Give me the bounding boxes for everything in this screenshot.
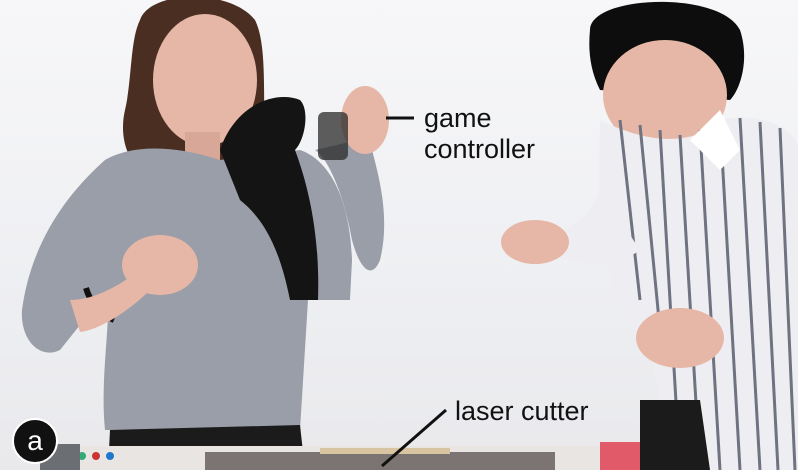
woman-figure xyxy=(21,0,389,470)
laser-cutter-label: laser cutter xyxy=(455,396,589,426)
black-jacket xyxy=(220,97,319,300)
game-controller-label-line2: controller xyxy=(424,134,536,164)
laser-cutter-panel xyxy=(320,448,450,454)
laser-cutter-accent xyxy=(600,442,640,470)
laser-cutter-pointer xyxy=(381,408,447,468)
man-left-hand xyxy=(501,220,569,264)
man-figure xyxy=(501,1,798,470)
man-left-arm xyxy=(550,190,640,264)
control-buttons xyxy=(78,452,114,460)
laser-cutter-window xyxy=(205,452,555,470)
panel-label-badge: a xyxy=(12,418,58,464)
game-controller xyxy=(318,112,348,160)
game-controller-label-line1: game xyxy=(424,103,492,133)
laser-cutter xyxy=(40,442,640,470)
man-face xyxy=(603,40,727,150)
man-right-hand xyxy=(636,308,724,368)
woman-face xyxy=(153,14,257,146)
game-controller-label: game controller xyxy=(424,103,535,165)
woman-raised-hand xyxy=(341,86,389,154)
man-collar xyxy=(690,110,740,170)
woman-raised-arm xyxy=(315,140,385,271)
woman-left-forearm xyxy=(70,270,150,332)
man-pants xyxy=(640,400,710,470)
